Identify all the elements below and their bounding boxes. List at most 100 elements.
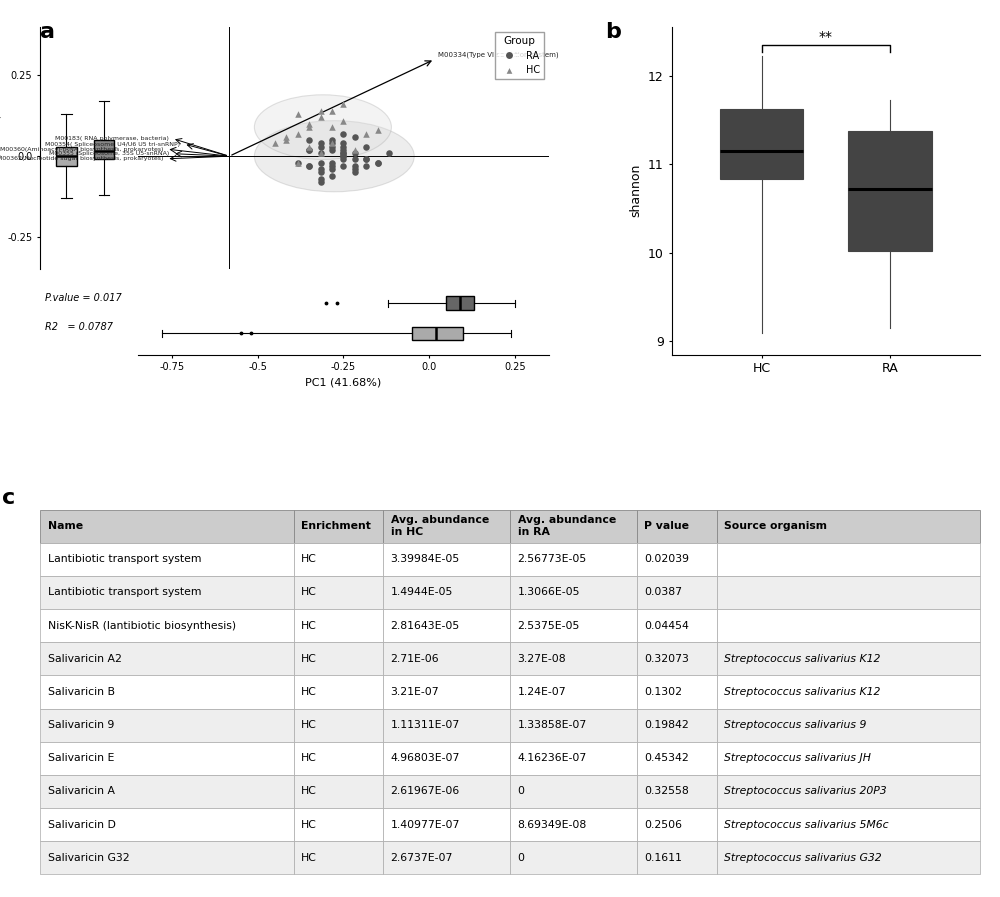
Point [290,126,306,141]
Bar [294,576,383,609]
Point [301,143,317,157]
Text: M00362(Nucleotide sugar biosynthesis, prokaryotes): M00362(Nucleotide sugar biosynthesis, pr… [0,156,163,161]
Bar [510,742,637,775]
Bar [637,543,717,576]
Text: Streptococcus salivarius JH: Streptococcus salivarius JH [724,753,871,763]
Bar [294,709,383,742]
Point [347,143,363,157]
Point [313,146,329,161]
Point [358,152,374,167]
Point [313,104,329,118]
Point [381,146,397,161]
Text: M00354( Spliceosome_U4/U6 U5 tri-snRNP): M00354( Spliceosome_U4/U6 U5 tri-snRNP) [45,141,180,147]
Point [335,136,351,151]
Text: Streptococcus salivarius K12: Streptococcus salivarius K12 [724,654,881,664]
Point [324,143,340,157]
Bar [717,675,980,709]
Text: Salivaricin B: Salivaricin B [48,687,115,697]
Bar [40,841,294,875]
Point [267,136,283,151]
Text: 1.3066E-05: 1.3066E-05 [518,588,580,597]
Bar [40,543,294,576]
Text: Salivaricin 9: Salivaricin 9 [48,720,114,730]
Point [324,136,340,151]
Point [324,133,340,147]
Text: 1.24E-07: 1.24E-07 [518,687,566,697]
Point [313,136,329,151]
Text: 2.6737E-07: 2.6737E-07 [391,853,453,863]
Point [301,133,317,147]
Point [324,120,340,135]
Text: HC: HC [301,554,317,564]
Bar [383,642,510,675]
Text: Salivaricin E: Salivaricin E [48,753,114,763]
Point [335,143,351,157]
Ellipse shape [254,121,414,192]
Point [301,159,317,173]
Bar [40,509,294,543]
Text: P.value = 0.017: P.value = 0.017 [45,292,121,303]
Point [370,123,386,137]
Bar [717,808,980,841]
Bar [637,841,717,875]
Y-axis label: shannon: shannon [629,164,642,217]
Y-axis label: PC2 (14.6%): PC2 (14.6%) [0,114,2,183]
X-axis label: PC1 (41.68%): PC1 (41.68%) [305,378,382,388]
Bar [294,509,383,543]
Point [347,162,363,177]
Bar [717,742,980,775]
Point [358,126,374,141]
Text: Streptococcus salivarius 5M6c: Streptococcus salivarius 5M6c [724,820,889,830]
Text: 2.81643E-05: 2.81643E-05 [391,621,460,631]
Bar [637,742,717,775]
Text: Salivaricin A: Salivaricin A [48,787,115,797]
Text: 0.45342: 0.45342 [644,753,689,763]
Bar [637,709,717,742]
Point [313,171,329,186]
Bar [383,709,510,742]
Point [290,155,306,170]
Bar [383,509,510,543]
Point [301,117,317,131]
Text: M00360(Aminoacyl-tRNA biosynthesis, prokaryotes): M00360(Aminoacyl-tRNA biosynthesis, prok… [0,146,163,152]
Bar [717,509,980,543]
Bar [717,609,980,642]
Point [335,159,351,173]
Bar [40,642,294,675]
Bar [510,675,637,709]
Point [290,155,306,170]
Bar [510,509,637,543]
Bar [510,709,637,742]
Text: HC: HC [301,753,317,763]
Point [335,149,351,163]
Point [324,104,340,118]
Point [335,126,351,141]
Bar [510,609,637,642]
Text: 2.71E-06: 2.71E-06 [391,654,439,664]
Text: Avg. abundance
in RA: Avg. abundance in RA [518,516,616,537]
Bar [294,642,383,675]
Point [324,136,340,151]
Bar [383,609,510,642]
Point [301,143,317,157]
Point [335,97,351,111]
Bar [294,543,383,576]
Bar [637,642,717,675]
Point [301,139,317,153]
Text: 0.2506: 0.2506 [644,820,682,830]
Text: HC: HC [301,621,317,631]
Text: 0.02039: 0.02039 [644,554,689,564]
Bar [510,642,637,675]
Text: 1.11311E-07: 1.11311E-07 [391,720,460,730]
Text: HC: HC [301,820,317,830]
Bar [383,543,510,576]
Text: 3.21E-07: 3.21E-07 [391,687,439,697]
PathPatch shape [56,146,77,166]
Text: Lantibiotic transport system: Lantibiotic transport system [48,588,201,597]
Text: HC: HC [301,787,317,797]
Legend: RA, HC: RA, HC [495,31,544,79]
Text: Salivaricin D: Salivaricin D [48,820,115,830]
PathPatch shape [446,296,474,310]
Text: Lantibiotic transport system: Lantibiotic transport system [48,554,201,564]
Point [370,155,386,170]
